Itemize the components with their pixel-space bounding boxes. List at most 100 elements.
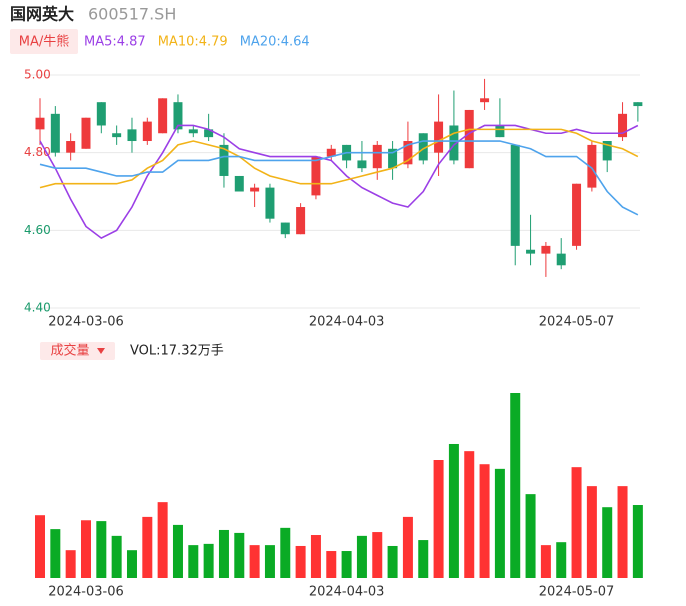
x-tick-label: 2024-03-06 (48, 585, 124, 600)
x-tick-label: 2024-05-07 (539, 585, 615, 600)
volume-bar (356, 535, 367, 578)
volume-bar (571, 467, 582, 578)
volume-bar (218, 529, 229, 578)
volume-bar (540, 545, 551, 578)
volume-bar (126, 550, 137, 578)
volume-bar (387, 545, 398, 578)
y-tick-label: 4.60 (24, 223, 51, 237)
volume-bar (234, 532, 245, 578)
candle-body (265, 187, 275, 219)
candle-body (480, 98, 490, 103)
volume-bar (80, 520, 91, 578)
chart-title: 国网英大 (10, 5, 74, 24)
candle-body (296, 207, 306, 235)
volume-bar (326, 551, 337, 578)
legend-entry: MA5:4.87 (84, 35, 146, 50)
candle-body (556, 253, 566, 266)
ma-line (39, 140, 639, 216)
y-tick-label: 5.00 (24, 68, 51, 82)
volume-bar (464, 451, 475, 578)
chart-subtitle: 600517.SH (88, 5, 176, 24)
candle-body (142, 121, 152, 142)
candle-body (587, 144, 597, 188)
x-tick-label: 2024-04-03 (309, 585, 385, 600)
volume-bar (142, 516, 153, 578)
volume-label: VOL:17.32万手 (130, 344, 224, 359)
volume-bar (264, 545, 275, 578)
volume-button[interactable]: 成交量 (50, 343, 89, 359)
volume-bar (111, 535, 122, 578)
candle-body (35, 117, 45, 130)
volume-bar (556, 542, 567, 578)
volume-bar (188, 545, 199, 578)
candle-body (112, 133, 122, 138)
volume-bar (602, 507, 613, 578)
volume-bar (65, 550, 76, 578)
candle-body (510, 144, 520, 246)
candle-body (234, 175, 244, 192)
candle-body (280, 222, 290, 235)
candle-body (403, 141, 413, 165)
candle-body (81, 117, 91, 149)
volume-bar (402, 516, 413, 578)
volume-bar (280, 527, 291, 578)
candle-body (311, 156, 321, 196)
volume-bar (172, 524, 183, 578)
volume-bar (586, 486, 597, 578)
x-tick-label: 2024-03-06 (48, 315, 124, 330)
volume-bar (310, 535, 321, 578)
volume-bar (433, 460, 444, 578)
candle-body (526, 249, 536, 254)
candle-body (250, 187, 260, 192)
volume-bar (96, 521, 107, 578)
candle-body (464, 109, 474, 169)
volume-bar (617, 486, 628, 578)
volume-bar (157, 502, 168, 578)
ma-line (39, 124, 639, 240)
x-tick-label: 2024-04-03 (309, 315, 385, 330)
volume-bar (50, 529, 61, 578)
candle-body (495, 125, 505, 138)
volume-bar (525, 494, 536, 578)
x-tick-label: 2024-05-07 (539, 315, 615, 330)
candle-body (204, 129, 214, 138)
candle-body (173, 102, 183, 130)
candle-body (127, 129, 137, 142)
volume-bar (632, 505, 643, 578)
ma-button[interactable]: MA/牛熊 (19, 34, 70, 50)
volume-bar (372, 532, 383, 578)
y-tick-label: 4.40 (24, 301, 51, 315)
legend-entry: MA10:4.79 (158, 35, 228, 50)
volume-button-bg[interactable] (40, 342, 115, 360)
volume-bar (295, 545, 306, 578)
candle-body (219, 144, 229, 176)
volume-bar (479, 464, 490, 578)
candle-body (602, 141, 612, 161)
candle-body (541, 245, 551, 254)
volume-bar (418, 540, 429, 578)
volume-bar (341, 551, 352, 578)
volume-bar (249, 545, 260, 578)
dropdown-arrow[interactable] (97, 348, 105, 354)
candle-body (50, 113, 60, 153)
candle-body (66, 141, 76, 153)
ma-button-bg[interactable] (10, 29, 78, 54)
candle-body (449, 125, 459, 161)
candle-body (326, 148, 336, 157)
candle-body (357, 160, 367, 169)
candle-body (372, 144, 382, 169)
candle-body (388, 148, 398, 169)
candle-body (418, 133, 428, 161)
candle-body (188, 129, 198, 134)
candle-body (618, 113, 628, 138)
candle-body (572, 183, 582, 246)
volume-bar (35, 515, 45, 578)
volume-bar (510, 393, 521, 578)
candle-body (633, 102, 643, 107)
volume-bar (448, 443, 459, 578)
volume-bar (494, 468, 505, 578)
candle-body (434, 121, 444, 153)
candle-body (158, 98, 168, 134)
legend-entry: MA20:4.64 (240, 35, 310, 50)
